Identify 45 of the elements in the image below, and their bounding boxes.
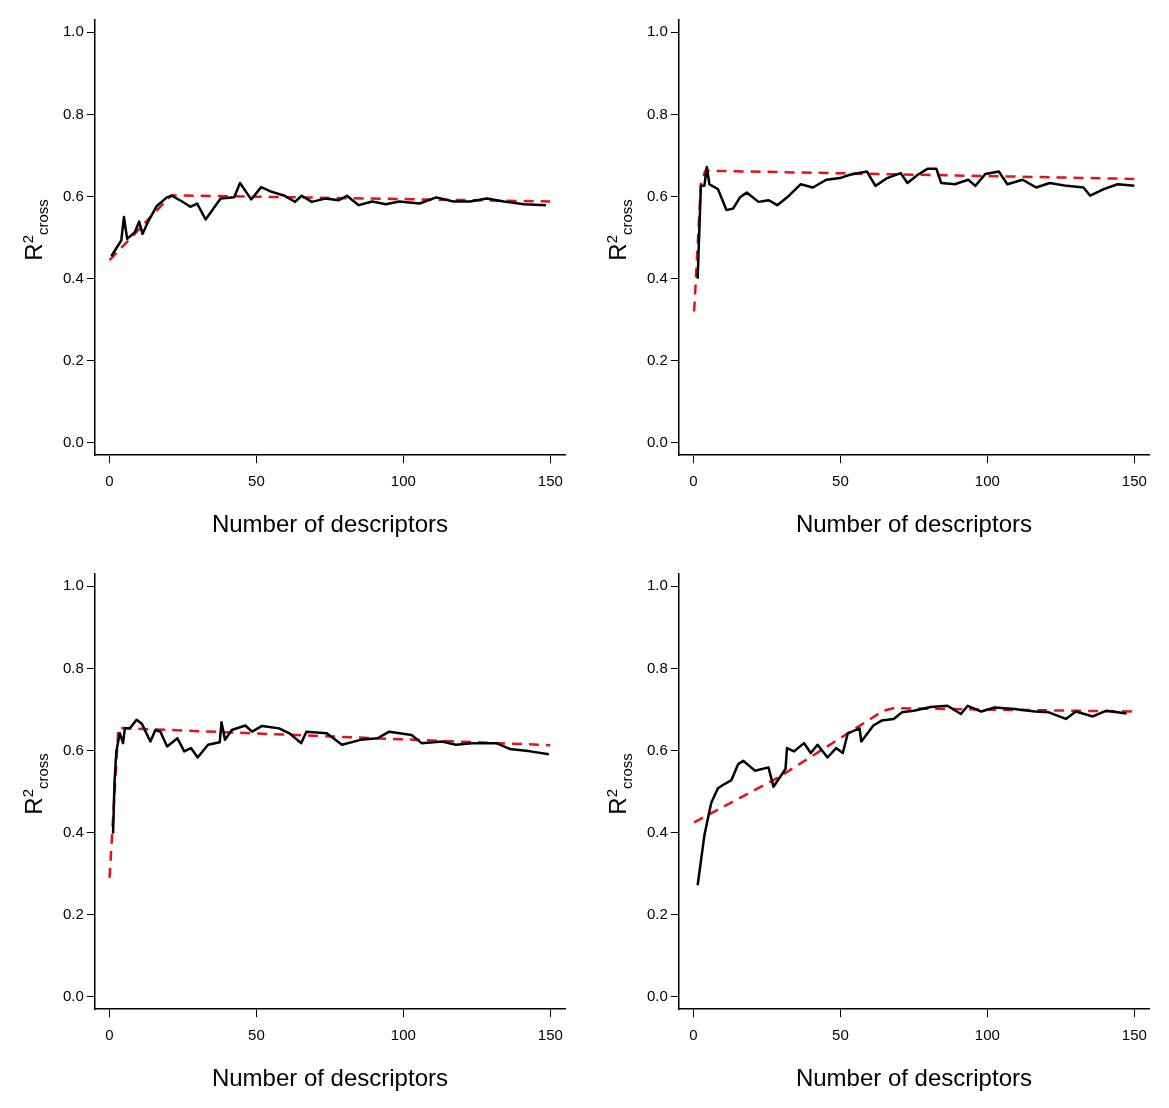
- y-tick-label: 1.0: [646, 22, 668, 40]
- line-series: [692, 169, 1136, 313]
- y-tick-label: 0.6: [62, 186, 84, 204]
- x-tick-label: 100: [974, 472, 1000, 490]
- x-tick-label: 0: [105, 472, 114, 490]
- y-tick-label: 1.0: [62, 576, 84, 594]
- y-tick-label: 1.0: [62, 22, 84, 40]
- y-tick-label: 0.6: [62, 740, 84, 758]
- y-tick-label: 0.2: [646, 350, 668, 368]
- x-axis-title: Number of descriptors: [795, 1064, 1032, 1092]
- y-tick-label: 0.2: [62, 350, 84, 368]
- y-tick-label: 0.0: [62, 987, 84, 1005]
- x-axis-title: Number of descriptors: [795, 510, 1032, 538]
- y-tick-label: 0.4: [62, 268, 84, 286]
- x-tick-label: 50: [832, 1026, 849, 1044]
- y-tick-label: 0.8: [62, 104, 84, 122]
- y-tick-label: 0.2: [646, 904, 668, 922]
- y-tick-label: 0.4: [62, 822, 84, 840]
- x-tick-label: 100: [390, 1026, 416, 1044]
- x-tick-label: 150: [1121, 472, 1147, 490]
- x-tick-label: 150: [537, 472, 563, 490]
- x-tick-label: 50: [248, 472, 265, 490]
- y-tick-label: 1.0: [646, 576, 668, 594]
- y-tick-label: 0.8: [646, 658, 668, 676]
- y-tick-label: 0.8: [62, 658, 84, 676]
- y-tick-label: 0.6: [646, 740, 668, 758]
- y-tick-label: 0.0: [62, 433, 84, 451]
- y-tick-label: 0.4: [646, 822, 668, 840]
- y-tick-label: 0.0: [646, 433, 668, 451]
- y-tick-label: 0.8: [646, 104, 668, 122]
- x-tick-label: 150: [1121, 1026, 1147, 1044]
- y-tick-label: 0.6: [646, 186, 668, 204]
- x-axis-title: Number of descriptors: [211, 1064, 448, 1092]
- x-tick-label: 0: [105, 1026, 114, 1044]
- y-tick-label: 0.0: [646, 987, 668, 1005]
- y-tick-label: 0.4: [646, 268, 668, 286]
- x-tick-label: 100: [390, 472, 416, 490]
- x-tick-label: 150: [537, 1026, 563, 1044]
- x-tick-label: 100: [974, 1026, 1000, 1044]
- x-tick-label: 0: [689, 1026, 698, 1044]
- x-tick-label: 50: [248, 1026, 265, 1044]
- x-tick-label: 50: [832, 472, 849, 490]
- y-tick-label: 0.2: [62, 904, 84, 922]
- x-tick-label: 0: [689, 472, 698, 490]
- x-axis-title: Number of descriptors: [211, 510, 448, 538]
